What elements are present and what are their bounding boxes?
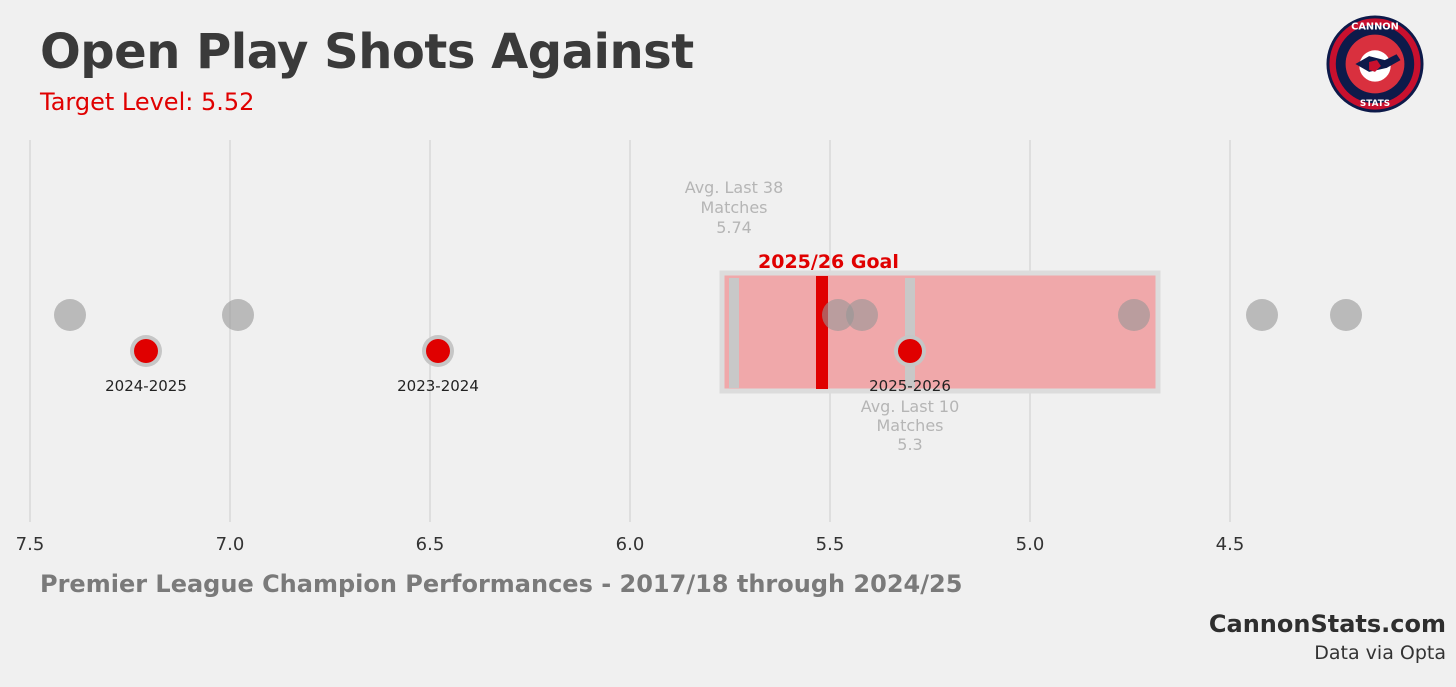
season-label: 2025-2026 — [869, 377, 951, 395]
x-tick-label: 6.5 — [416, 534, 445, 555]
range-band — [719, 270, 1161, 394]
champion-point — [822, 299, 854, 331]
avg-last-10-label: 5.3 — [897, 435, 922, 454]
x-tick-label: 6.0 — [616, 534, 645, 555]
x-tick-label: 5.5 — [816, 534, 845, 555]
season-point — [898, 339, 922, 363]
avg-last-10-marker — [905, 278, 915, 388]
avg-last-38-marker — [729, 278, 739, 388]
chart-title: Open Play Shots Against — [40, 24, 694, 80]
avg-last-10-label: Avg. Last 10 — [861, 397, 960, 416]
goal-label: 2025/26 Goal — [758, 251, 899, 273]
avg-last-10-label: Matches — [877, 416, 944, 435]
champion-point — [846, 299, 878, 331]
avg-last-38-label: 5.74 — [716, 218, 752, 237]
avg-last-38-label: Matches — [701, 198, 768, 217]
season-label: 2023-2024 — [397, 377, 479, 395]
season-point — [426, 339, 450, 363]
champion-point — [1330, 299, 1362, 331]
logo-top-text: CANNON — [1351, 22, 1399, 33]
brand-name: CannonStats.com — [1208, 610, 1446, 638]
x-tick-label: 4.5 — [1216, 534, 1245, 555]
x-tick-label: 7.0 — [216, 534, 245, 555]
champion-point — [1118, 299, 1150, 331]
target-level-subtitle: Target Level: 5.52 — [40, 88, 255, 116]
logo-bottom-text: STATS — [1360, 99, 1390, 109]
champion-point — [1246, 299, 1278, 331]
avg-last-38-label: Avg. Last 38 — [685, 178, 784, 197]
x-tick-label: 7.5 — [16, 534, 45, 555]
data-source: Data via Opta — [1314, 642, 1446, 664]
goal-marker — [816, 276, 828, 389]
cannon-stats-logo: CANNON STATS — [1326, 15, 1424, 113]
champion-point — [222, 299, 254, 331]
footer-caption: Premier League Champion Performances - 2… — [40, 570, 963, 598]
champion-point — [54, 299, 86, 331]
season-point — [134, 339, 158, 363]
season-label: 2024-2025 — [105, 377, 187, 395]
x-tick-label: 5.0 — [1016, 534, 1045, 555]
